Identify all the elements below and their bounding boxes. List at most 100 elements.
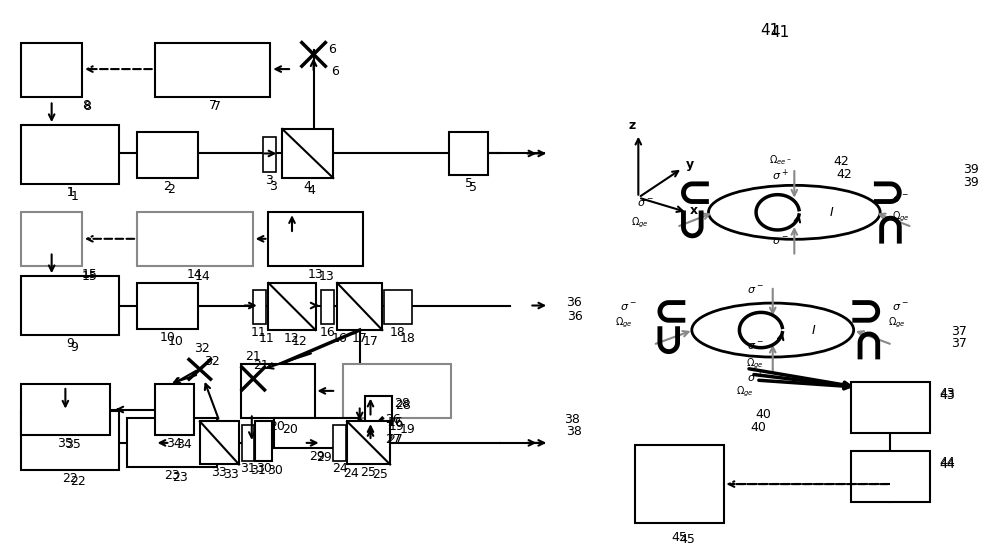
Text: $\sigma^-$: $\sigma^-$ xyxy=(620,301,636,312)
Text: 20: 20 xyxy=(282,423,298,436)
Text: 9: 9 xyxy=(66,337,74,350)
Text: 44: 44 xyxy=(940,457,955,470)
Text: 26: 26 xyxy=(385,413,401,427)
Text: 36: 36 xyxy=(567,310,582,323)
Text: 39: 39 xyxy=(963,176,979,189)
Text: 33: 33 xyxy=(223,468,239,481)
Text: 43: 43 xyxy=(940,389,955,402)
Text: 4: 4 xyxy=(308,184,316,197)
Bar xyxy=(21,43,82,97)
Text: 5: 5 xyxy=(465,177,473,190)
Bar xyxy=(321,290,334,324)
Text: 3: 3 xyxy=(266,174,273,187)
Text: 43: 43 xyxy=(940,387,955,400)
Text: $\sigma^+$: $\sigma^+$ xyxy=(747,370,763,385)
Bar xyxy=(851,451,930,502)
Text: 17: 17 xyxy=(363,335,379,348)
Bar xyxy=(343,365,451,418)
Text: 16: 16 xyxy=(331,332,347,345)
Text: 15: 15 xyxy=(82,270,98,283)
Text: 30: 30 xyxy=(256,462,271,475)
Text: 6: 6 xyxy=(331,65,339,78)
Text: 1: 1 xyxy=(66,186,74,199)
Text: $\Omega_{ge}$: $\Omega_{ge}$ xyxy=(631,215,649,230)
Text: I: I xyxy=(812,323,816,337)
Bar xyxy=(200,421,239,464)
Text: 40: 40 xyxy=(755,408,771,421)
Text: 31: 31 xyxy=(250,464,266,478)
Text: 8: 8 xyxy=(83,100,91,114)
Bar xyxy=(155,43,270,97)
Text: 23: 23 xyxy=(164,469,180,483)
Bar xyxy=(282,129,333,178)
Text: 27: 27 xyxy=(387,433,403,446)
Text: 10: 10 xyxy=(159,331,175,344)
Text: 25: 25 xyxy=(361,467,376,479)
Text: 13: 13 xyxy=(319,270,334,283)
Bar xyxy=(365,396,392,425)
Text: $\sigma^-$: $\sigma^-$ xyxy=(747,285,763,296)
Bar xyxy=(242,425,254,461)
Text: 16: 16 xyxy=(319,326,335,339)
Text: 7: 7 xyxy=(209,98,217,111)
Text: 35: 35 xyxy=(65,438,81,451)
Text: 32: 32 xyxy=(194,341,210,355)
Text: 30: 30 xyxy=(267,464,283,478)
Text: $\Omega_{ge}$: $\Omega_{ge}$ xyxy=(892,210,910,224)
Bar xyxy=(263,137,276,172)
Text: $\sigma^-$: $\sigma^-$ xyxy=(637,198,654,210)
Text: 19: 19 xyxy=(389,421,405,433)
Text: 24: 24 xyxy=(332,462,348,475)
Text: 38: 38 xyxy=(566,425,582,438)
Bar xyxy=(155,384,194,435)
Text: 10: 10 xyxy=(167,335,183,348)
Bar xyxy=(384,290,412,324)
Text: 22: 22 xyxy=(70,475,86,488)
Text: $\Omega_{ge}$: $\Omega_{ge}$ xyxy=(746,357,764,371)
Text: 40: 40 xyxy=(750,421,766,434)
Text: 39: 39 xyxy=(963,163,979,176)
Text: I: I xyxy=(830,206,833,219)
Bar xyxy=(127,418,217,467)
Text: 29: 29 xyxy=(309,450,324,463)
Text: $\sigma^-$: $\sigma^-$ xyxy=(892,193,909,205)
Text: 37: 37 xyxy=(951,325,967,338)
Text: 20: 20 xyxy=(269,421,285,433)
Text: 12: 12 xyxy=(284,332,300,345)
Text: 41: 41 xyxy=(770,25,789,40)
Text: 27: 27 xyxy=(385,433,401,446)
Text: $\sigma^-$: $\sigma^-$ xyxy=(747,340,763,352)
Text: 34: 34 xyxy=(166,437,182,450)
Text: 45: 45 xyxy=(680,533,695,546)
Text: 15: 15 xyxy=(82,268,98,281)
Bar xyxy=(449,132,488,175)
Text: 31: 31 xyxy=(240,462,256,475)
Text: 26: 26 xyxy=(387,416,403,429)
Bar xyxy=(21,412,119,470)
Text: $\Omega_{ee^-}$: $\Omega_{ee^-}$ xyxy=(769,153,792,167)
Bar xyxy=(274,418,360,448)
Text: 8: 8 xyxy=(82,98,90,111)
Text: 41: 41 xyxy=(760,23,779,38)
Text: $\Omega_{ge}$: $\Omega_{ge}$ xyxy=(615,316,633,330)
Text: z: z xyxy=(628,119,635,132)
Text: 28: 28 xyxy=(395,399,411,412)
Bar xyxy=(137,132,198,178)
Text: 44: 44 xyxy=(940,456,955,469)
Text: 17: 17 xyxy=(352,332,368,345)
Text: 3: 3 xyxy=(269,180,277,193)
Text: 37: 37 xyxy=(951,337,967,350)
Bar xyxy=(241,365,315,418)
Bar xyxy=(253,290,266,324)
Text: 42: 42 xyxy=(837,168,852,181)
Text: 14: 14 xyxy=(187,268,203,281)
Text: 29: 29 xyxy=(317,451,332,464)
Text: 21: 21 xyxy=(245,350,261,363)
Text: 45: 45 xyxy=(672,531,687,544)
Text: 42: 42 xyxy=(834,155,849,168)
Bar xyxy=(851,382,930,433)
Text: 13: 13 xyxy=(308,268,323,281)
Bar xyxy=(337,283,382,330)
Bar xyxy=(137,212,253,266)
Text: $\sigma^+$: $\sigma^+$ xyxy=(772,168,789,183)
